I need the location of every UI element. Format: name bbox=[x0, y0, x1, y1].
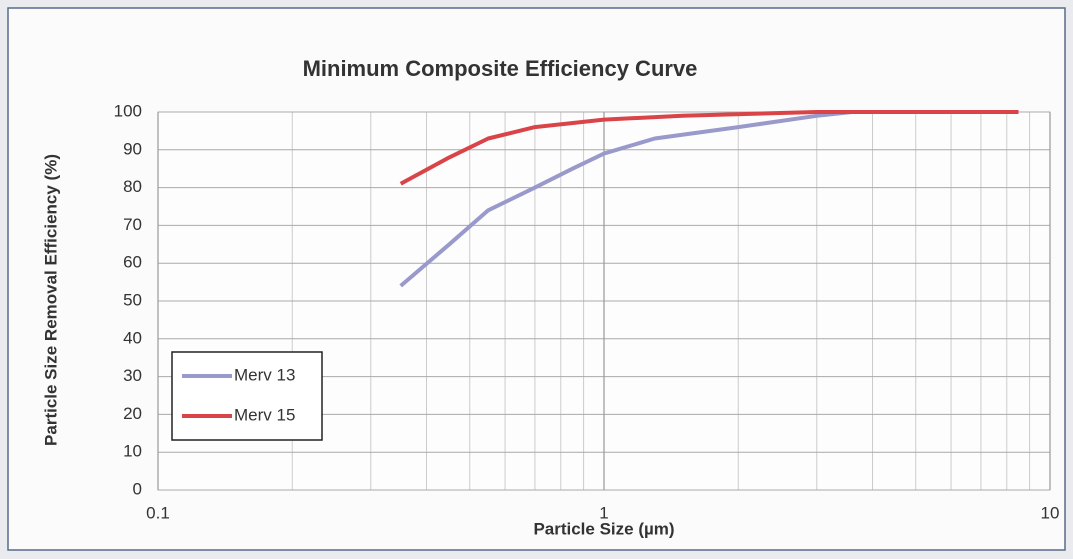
x-tick-label: 1 bbox=[599, 503, 608, 522]
legend-label: Merv 13 bbox=[234, 365, 295, 384]
y-tick-label: 70 bbox=[123, 215, 142, 234]
y-tick-label: 30 bbox=[123, 366, 142, 385]
series-line bbox=[399, 110, 1019, 186]
y-tick-label: 50 bbox=[123, 290, 142, 309]
legend-box bbox=[171, 351, 323, 441]
x-axis-label: Particle Size (µm) bbox=[533, 519, 674, 538]
y-tick-label: 0 bbox=[133, 479, 142, 498]
series-line bbox=[399, 110, 1019, 288]
legend-label: Merv 15 bbox=[234, 405, 295, 424]
y-tick-label: 40 bbox=[123, 328, 142, 347]
x-tick-label: 0.1 bbox=[146, 503, 170, 522]
y-tick-label: 80 bbox=[123, 177, 142, 196]
chart-title: Minimum Composite Efficiency Curve bbox=[303, 56, 698, 81]
y-tick-label: 90 bbox=[123, 139, 142, 158]
y-tick-label: 100 bbox=[114, 101, 142, 120]
x-tick-label: 10 bbox=[1041, 503, 1060, 522]
y-tick-label: 10 bbox=[123, 442, 142, 461]
y-tick-label: 60 bbox=[123, 253, 142, 272]
y-tick-label: 20 bbox=[123, 404, 142, 423]
y-axis-label: Particle Size Removal Efficiency (%) bbox=[41, 154, 60, 446]
